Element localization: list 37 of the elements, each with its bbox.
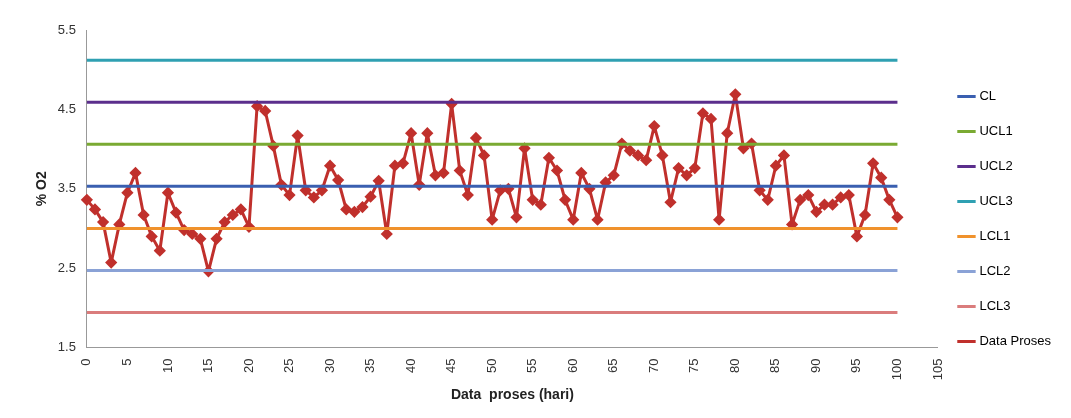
x-tick-label: 65: [605, 358, 621, 373]
y-tick-label: 2.5: [57, 259, 76, 275]
x-tick-label: 25: [281, 358, 297, 373]
legend-label: LCL3: [979, 298, 1011, 314]
x-tick-label: 50: [483, 358, 499, 373]
y-axis-title: % O2: [33, 171, 50, 207]
x-tick-label: 40: [402, 358, 418, 373]
x-tick-label: 20: [240, 358, 256, 373]
x-tick-label: 15: [200, 358, 216, 373]
y-tick-label: 1.5: [57, 339, 76, 355]
y-tick-label: 4.5: [57, 100, 76, 116]
x-tick-label: 95: [848, 358, 864, 373]
x-tick-label: 45: [443, 358, 459, 373]
x-tick-label: 35: [362, 358, 378, 373]
x-tick-label: 10: [159, 358, 175, 373]
legend-label: LCL1: [979, 228, 1011, 244]
x-tick-label: 70: [645, 358, 661, 373]
y-tick-label: 3.5: [57, 180, 76, 196]
x-tick-label: 75: [686, 358, 702, 373]
x-tick-label: 80: [726, 358, 742, 373]
x-tick-label: 105: [929, 358, 945, 381]
legend-label: LCL2: [979, 263, 1011, 279]
x-tick-label: 90: [807, 358, 823, 373]
legend-label: Data Proses: [979, 333, 1052, 349]
x-tick-label: 100: [889, 358, 905, 381]
legend-label: UCL3: [979, 193, 1013, 209]
x-axis-title: Data proses (hari): [450, 386, 574, 403]
legend-label: CL: [979, 88, 997, 104]
x-tick-label: 30: [321, 358, 337, 373]
x-tick-label: 55: [524, 358, 540, 373]
legend-label: UCL1: [979, 123, 1013, 139]
x-tick-label: 5: [118, 358, 134, 366]
x-tick-label: 0: [78, 358, 94, 366]
x-tick-label: 60: [564, 358, 580, 373]
y-tick-label: 5.5: [57, 21, 76, 37]
x-tick-label: 85: [767, 358, 783, 373]
legend-label: UCL2: [979, 158, 1013, 174]
